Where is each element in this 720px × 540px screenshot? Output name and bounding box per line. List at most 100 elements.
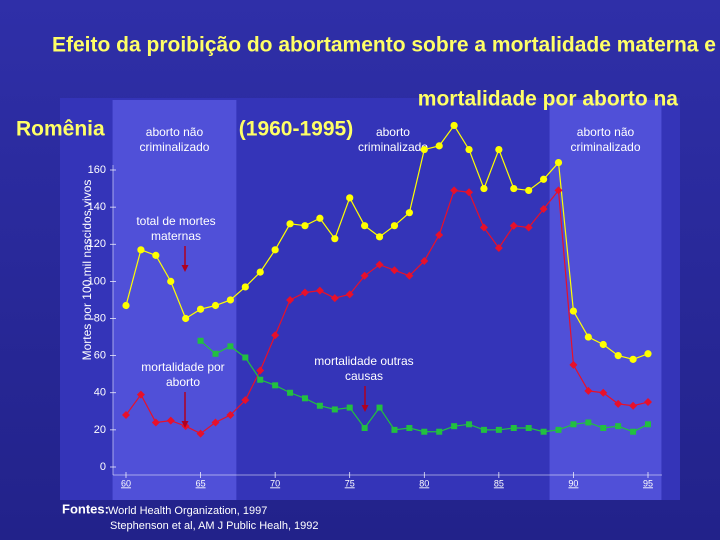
data-point <box>390 222 399 230</box>
title-line: Efeito da proibição do abortamento sobre… <box>52 34 716 57</box>
data-point <box>211 301 220 310</box>
series <box>122 186 652 438</box>
data-point <box>406 425 413 432</box>
data-point <box>495 145 503 154</box>
y-axis-label: Mortes por 100 mil nascidos vivos <box>80 180 94 361</box>
data-point <box>435 142 443 150</box>
data-point <box>241 283 249 291</box>
data-point <box>630 428 637 435</box>
data-point <box>136 390 145 399</box>
data-point <box>494 243 503 252</box>
y-tick-label: 140 <box>88 201 106 213</box>
data-point <box>645 421 651 428</box>
period-band <box>549 100 662 500</box>
data-point <box>390 266 399 275</box>
data-point <box>315 286 324 295</box>
data-point <box>421 428 428 435</box>
title-line: (1960-1995) <box>239 118 353 141</box>
data-point <box>599 340 607 349</box>
y-tick-label: 60 <box>94 350 106 362</box>
data-point <box>584 333 592 341</box>
data-point <box>465 188 474 197</box>
data-point <box>540 428 547 435</box>
data-point <box>361 425 368 432</box>
data-point <box>570 421 577 428</box>
data-point <box>301 395 308 402</box>
data-point <box>480 184 488 193</box>
data-point <box>361 222 369 230</box>
x-tick-label: 85 <box>494 478 504 488</box>
data-point <box>331 406 338 413</box>
series <box>122 121 652 363</box>
data-point <box>227 343 234 350</box>
data-point <box>271 246 279 254</box>
data-point <box>479 223 488 232</box>
data-point <box>569 307 578 315</box>
data-point <box>197 337 204 344</box>
data-point <box>554 186 563 195</box>
data-point <box>420 256 429 265</box>
data-point <box>405 271 414 280</box>
data-point <box>375 233 384 241</box>
data-point <box>495 426 502 433</box>
data-point <box>539 204 548 213</box>
data-point <box>420 145 428 154</box>
data-point <box>569 360 578 369</box>
data-point <box>555 426 562 433</box>
data-point <box>300 288 309 297</box>
data-point <box>376 404 383 411</box>
data-point <box>271 331 280 340</box>
data-point <box>585 419 592 426</box>
source: World Health Organization, 1997 <box>108 505 267 517</box>
sources-label: Fontes: <box>62 501 109 516</box>
data-point <box>629 401 638 410</box>
series-annotation: mortalidade outras causas <box>314 354 413 383</box>
data-point <box>301 222 309 230</box>
annotation-arrowhead <box>181 265 189 272</box>
data-point <box>211 418 220 427</box>
x-tick-label: 95 <box>643 478 653 488</box>
data-point <box>286 295 295 304</box>
data-point <box>226 411 235 420</box>
data-point <box>241 396 250 405</box>
data-point <box>152 251 160 259</box>
series <box>197 337 651 435</box>
data-point <box>391 426 398 433</box>
data-point <box>480 426 487 433</box>
y-tick-label: 120 <box>88 238 106 250</box>
data-point <box>196 429 205 438</box>
series-annotation: total de mortes maternas <box>136 214 215 243</box>
data-point <box>151 418 160 427</box>
data-point <box>212 350 219 357</box>
period-label: aborto não criminalizado <box>570 125 640 154</box>
data-point <box>466 421 473 428</box>
data-point <box>554 158 563 167</box>
data-point <box>465 145 473 154</box>
data-point <box>166 416 175 425</box>
data-point <box>525 186 533 195</box>
data-point <box>226 296 234 304</box>
data-point <box>510 425 517 432</box>
data-point <box>524 223 533 232</box>
data-point <box>122 301 130 310</box>
period-band <box>112 100 237 500</box>
y-tick-label: 160 <box>88 164 106 176</box>
data-point <box>436 428 443 435</box>
data-point <box>256 268 264 276</box>
x-tick-label: 60 <box>121 478 131 488</box>
x-tick-label: 70 <box>270 478 280 488</box>
data-point <box>196 305 205 313</box>
data-point <box>346 404 353 411</box>
title-line: mortalidade por aborto na <box>418 88 679 111</box>
data-point <box>600 425 607 432</box>
data-point <box>509 221 518 230</box>
period-label: aborto criminalizado <box>358 125 428 154</box>
data-point <box>122 411 130 420</box>
data-point <box>167 277 175 285</box>
data-point <box>615 423 622 430</box>
annotation-arrowhead <box>361 405 369 412</box>
y-tick-label: 40 <box>94 387 106 399</box>
data-point <box>345 290 354 299</box>
data-point <box>450 186 459 195</box>
